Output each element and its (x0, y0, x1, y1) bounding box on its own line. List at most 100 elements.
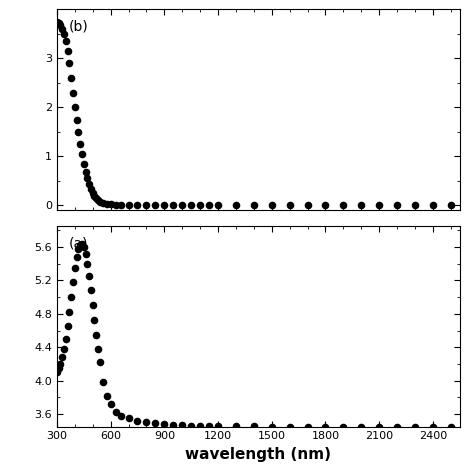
Point (322, 423, 329, 430)
Point (57, 360, 64, 368)
Point (57, 21, 64, 29)
Point (107, 400, 114, 408)
Point (71, 264, 79, 272)
Point (85, 180, 93, 188)
Point (187, 422, 195, 429)
Point (134, 201, 141, 209)
Point (96, 198, 104, 206)
Point (143, 419, 150, 426)
Text: (b): (b) (69, 19, 89, 34)
Point (62, 37, 70, 45)
Point (205, 201, 213, 209)
Point (92, 331, 100, 338)
Point (357, 423, 365, 430)
Point (107, 201, 114, 208)
Point (134, 417, 141, 425)
Point (87, 287, 95, 294)
Point (112, 201, 120, 209)
Point (91, 317, 98, 324)
Point (87, 185, 95, 193)
Point (232, 422, 240, 429)
Point (286, 201, 293, 209)
Point (73, 116, 81, 123)
Point (94, 196, 102, 204)
Point (64, 47, 72, 55)
Point (170, 421, 177, 428)
Point (447, 201, 455, 209)
Point (60, 30, 68, 38)
Point (250, 201, 258, 209)
Point (65, 308, 73, 316)
Point (196, 422, 204, 429)
Point (53, 18, 61, 26)
X-axis label: wavelength (nm): wavelength (nm) (185, 447, 331, 462)
Point (83, 260, 91, 267)
Point (339, 201, 347, 209)
Point (187, 201, 195, 209)
Point (429, 201, 437, 209)
Point (65, 60, 73, 67)
Point (375, 423, 383, 430)
Point (55, 19, 63, 27)
Point (89, 301, 97, 309)
Text: (a): (a) (69, 236, 89, 250)
Point (89, 189, 97, 197)
Point (74, 246, 82, 253)
Point (100, 379, 107, 386)
Point (304, 201, 311, 209)
Point (83, 174, 91, 182)
Point (393, 201, 401, 209)
Point (152, 419, 159, 427)
Point (58, 354, 66, 361)
Point (268, 201, 275, 209)
Point (118, 412, 125, 419)
Point (85, 273, 93, 280)
Point (447, 423, 455, 430)
Point (53, 368, 61, 376)
Point (76, 140, 84, 148)
Point (69, 89, 77, 96)
Point (170, 201, 177, 209)
Point (74, 128, 82, 136)
Point (214, 201, 222, 209)
Point (214, 422, 222, 429)
Point (64, 322, 72, 330)
Point (58, 25, 66, 33)
Point (152, 201, 159, 209)
Point (322, 201, 329, 209)
Point (357, 201, 365, 209)
Point (62, 335, 70, 343)
Point (411, 423, 419, 430)
Point (112, 408, 120, 415)
Point (268, 423, 275, 430)
Point (69, 278, 77, 286)
Point (103, 200, 111, 208)
Point (80, 160, 88, 167)
Point (78, 150, 86, 157)
Point (100, 200, 107, 207)
Point (96, 358, 104, 366)
Point (73, 253, 81, 261)
Point (67, 74, 75, 82)
Point (205, 422, 213, 429)
Point (232, 201, 240, 209)
Point (92, 194, 100, 202)
Point (161, 201, 168, 209)
Point (71, 103, 79, 111)
Point (339, 423, 347, 430)
Point (196, 201, 204, 209)
Point (94, 345, 102, 353)
Point (60, 345, 68, 353)
Point (118, 201, 125, 209)
Point (178, 421, 186, 428)
Point (286, 423, 293, 430)
Point (161, 420, 168, 428)
Point (78, 241, 86, 248)
Point (125, 414, 132, 422)
Point (143, 201, 150, 209)
Point (76, 241, 84, 249)
Point (411, 201, 419, 209)
Point (250, 422, 258, 429)
Point (178, 201, 186, 209)
Point (375, 201, 383, 209)
